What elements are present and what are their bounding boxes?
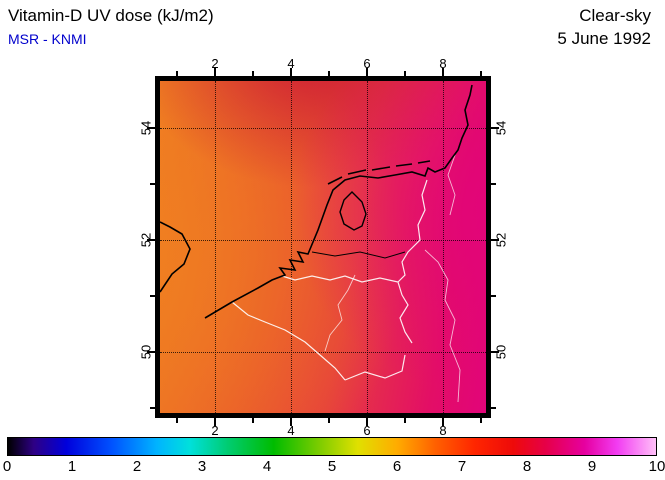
axis-tick	[290, 418, 292, 426]
map-overlay	[160, 84, 473, 403]
graticule-line	[160, 240, 486, 241]
colorbar-tick-5: 5	[327, 458, 337, 475]
lon-label-bottom-6: 6	[363, 423, 371, 438]
lon-label-bottom-2: 2	[211, 423, 219, 438]
axis-tick-minor	[150, 183, 155, 185]
axis-tick	[214, 68, 216, 76]
axis-tick-minor	[480, 418, 482, 423]
colorbar-tick-7: 7	[457, 458, 467, 475]
graticule-line	[367, 81, 368, 413]
figure-title: Vitamin-D UV dose (kJ/m2)	[8, 6, 214, 25]
country-borders	[231, 179, 428, 381]
colorbar-gradient	[8, 438, 656, 455]
axis-tick	[366, 418, 368, 426]
axis-tick-minor	[404, 418, 406, 423]
colorbar-tick-0: 0	[2, 458, 12, 475]
date-label: 5 June 1992	[557, 29, 651, 48]
coastline-continental	[204, 84, 473, 319]
wadden-islands	[327, 160, 431, 185]
colorbar	[7, 437, 657, 456]
axis-tick-minor	[176, 418, 178, 423]
colorbar-tick-1: 1	[67, 458, 77, 475]
condition-label: Clear-sky	[579, 6, 651, 25]
lon-label-bottom-8: 8	[439, 423, 447, 438]
colorbar-tick-9: 9	[587, 458, 597, 475]
axis-tick	[290, 68, 292, 76]
graticule-line	[215, 81, 216, 413]
axis-tick	[491, 351, 499, 353]
axis-tick-minor	[404, 71, 406, 76]
colorbar-tick-6: 6	[392, 458, 402, 475]
lon-label-top-8: 8	[439, 56, 447, 71]
axis-tick-minor	[150, 407, 155, 409]
axis-tick	[147, 127, 155, 129]
axis-tick-minor	[328, 418, 330, 423]
axis-tick-minor	[328, 71, 330, 76]
graticule-line	[443, 81, 444, 413]
source-label: MSR - KNMI	[8, 31, 87, 47]
lon-label-top-2: 2	[211, 56, 219, 71]
lon-label-bottom-4: 4	[287, 423, 295, 438]
ijsselmeer-outline	[339, 191, 367, 231]
axis-tick	[442, 418, 444, 426]
axis-tick	[491, 239, 499, 241]
axis-tick	[147, 351, 155, 353]
graticule-line	[160, 128, 486, 129]
axis-tick-minor	[252, 71, 254, 76]
lon-label-top-4: 4	[287, 56, 295, 71]
colorbar-tick-8: 8	[522, 458, 532, 475]
axis-tick-minor	[480, 71, 482, 76]
axis-tick	[147, 239, 155, 241]
colorbar-tick-10: 10	[648, 458, 665, 475]
colorbar-labels: 0 1 2 3 4 5 6 7 8 9 10	[3, 458, 665, 476]
coastline-england	[160, 221, 191, 293]
axis-tick-minor	[252, 418, 254, 423]
graticule-line	[160, 352, 486, 353]
axis-tick	[214, 418, 216, 426]
rivers-light	[324, 154, 461, 403]
lon-label-top-6: 6	[363, 56, 371, 71]
axis-tick-minor	[150, 295, 155, 297]
axis-tick	[442, 68, 444, 76]
dutch-rivers	[311, 251, 406, 259]
axis-tick-minor	[491, 407, 496, 409]
colorbar-tick-2: 2	[132, 458, 142, 475]
map-panel	[155, 76, 491, 418]
colorbar-tick-4: 4	[262, 458, 272, 475]
axis-tick-minor	[491, 295, 496, 297]
colorbar-tick-3: 3	[197, 458, 207, 475]
axis-tick	[366, 68, 368, 76]
graticule-line	[291, 81, 292, 413]
axis-tick-minor	[491, 183, 496, 185]
axis-tick	[491, 127, 499, 129]
axis-tick-minor	[176, 71, 178, 76]
